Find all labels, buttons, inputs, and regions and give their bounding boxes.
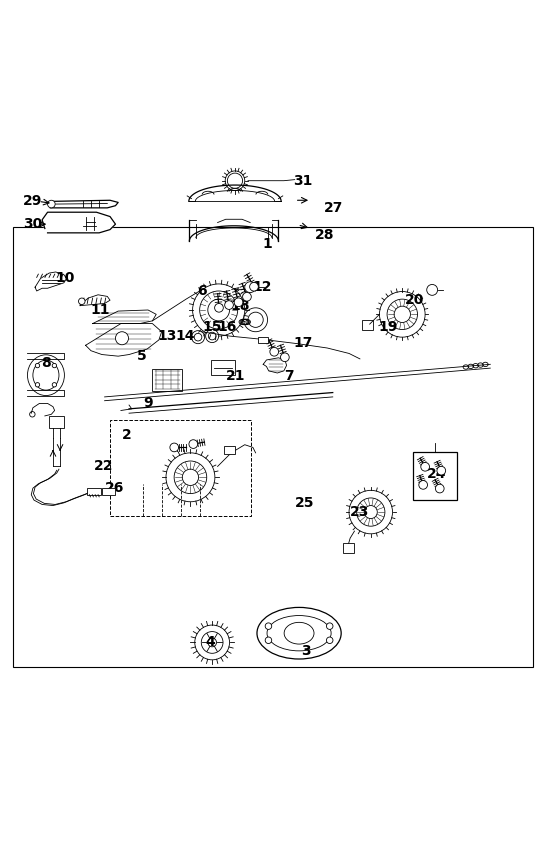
Circle shape: [234, 298, 243, 307]
Circle shape: [115, 332, 128, 344]
Circle shape: [79, 298, 85, 305]
Circle shape: [35, 363, 40, 368]
Bar: [49, 417, 64, 429]
Text: 27: 27: [324, 201, 343, 215]
Circle shape: [245, 282, 256, 293]
Text: 4: 4: [206, 636, 216, 649]
Circle shape: [437, 466, 446, 475]
Bar: [361, 320, 373, 330]
Text: 21: 21: [226, 369, 246, 383]
Circle shape: [270, 347, 278, 356]
Text: 20: 20: [405, 293, 424, 308]
Text: 2: 2: [121, 428, 131, 442]
Circle shape: [379, 291, 425, 337]
Text: 22: 22: [94, 460, 113, 473]
Circle shape: [224, 301, 233, 309]
Text: 17: 17: [293, 336, 312, 350]
Circle shape: [52, 382, 57, 387]
Circle shape: [52, 363, 57, 368]
Polygon shape: [50, 200, 118, 208]
Bar: [211, 360, 235, 375]
Polygon shape: [93, 310, 156, 324]
Text: 30: 30: [23, 217, 43, 231]
Circle shape: [35, 382, 40, 387]
Circle shape: [193, 284, 245, 336]
Text: 5: 5: [136, 349, 146, 363]
Circle shape: [192, 331, 205, 344]
Polygon shape: [80, 295, 110, 306]
Text: 14: 14: [175, 329, 195, 343]
Text: 28: 28: [315, 228, 334, 242]
Text: 18: 18: [230, 299, 250, 313]
Text: 23: 23: [350, 505, 370, 519]
Text: 6: 6: [198, 284, 207, 298]
Circle shape: [281, 353, 289, 362]
Circle shape: [48, 200, 55, 208]
Circle shape: [421, 462, 430, 471]
Text: 12: 12: [252, 280, 272, 294]
Circle shape: [242, 292, 251, 302]
Circle shape: [170, 443, 179, 452]
Bar: [413, 453, 456, 500]
Bar: [102, 488, 115, 495]
Text: 13: 13: [157, 329, 177, 343]
Circle shape: [327, 623, 333, 630]
Circle shape: [419, 480, 428, 490]
Text: 10: 10: [56, 271, 75, 285]
Ellipse shape: [257, 607, 341, 659]
Circle shape: [206, 330, 219, 343]
Circle shape: [327, 637, 333, 643]
Circle shape: [250, 283, 258, 291]
Text: 19: 19: [378, 320, 398, 334]
Text: 25: 25: [295, 496, 314, 510]
Circle shape: [244, 308, 268, 332]
Circle shape: [166, 453, 215, 502]
Text: 26: 26: [105, 481, 124, 495]
Circle shape: [427, 284, 437, 295]
Circle shape: [435, 484, 444, 493]
Bar: [13, 228, 533, 667]
Polygon shape: [86, 324, 162, 356]
Text: 16: 16: [217, 320, 236, 334]
Circle shape: [195, 625, 229, 660]
Bar: [258, 337, 268, 343]
Text: 31: 31: [293, 174, 312, 188]
Bar: [110, 420, 251, 516]
Circle shape: [189, 440, 198, 448]
Polygon shape: [35, 272, 67, 291]
Circle shape: [349, 490, 393, 533]
Circle shape: [265, 623, 272, 630]
Text: 1: 1: [263, 237, 272, 251]
Text: 3: 3: [301, 644, 311, 658]
Bar: [224, 447, 235, 454]
Circle shape: [215, 303, 223, 312]
Bar: [87, 488, 101, 495]
Text: 9: 9: [143, 396, 153, 411]
Polygon shape: [263, 358, 287, 373]
Circle shape: [265, 637, 272, 643]
Ellipse shape: [27, 355, 64, 395]
Text: 8: 8: [41, 356, 51, 370]
Bar: [342, 543, 354, 553]
Text: 7: 7: [284, 369, 294, 383]
Polygon shape: [42, 212, 115, 233]
Bar: [152, 369, 182, 392]
Text: 24: 24: [428, 467, 447, 481]
Text: 15: 15: [203, 320, 222, 334]
Text: 11: 11: [91, 303, 110, 317]
Text: 29: 29: [23, 194, 43, 209]
